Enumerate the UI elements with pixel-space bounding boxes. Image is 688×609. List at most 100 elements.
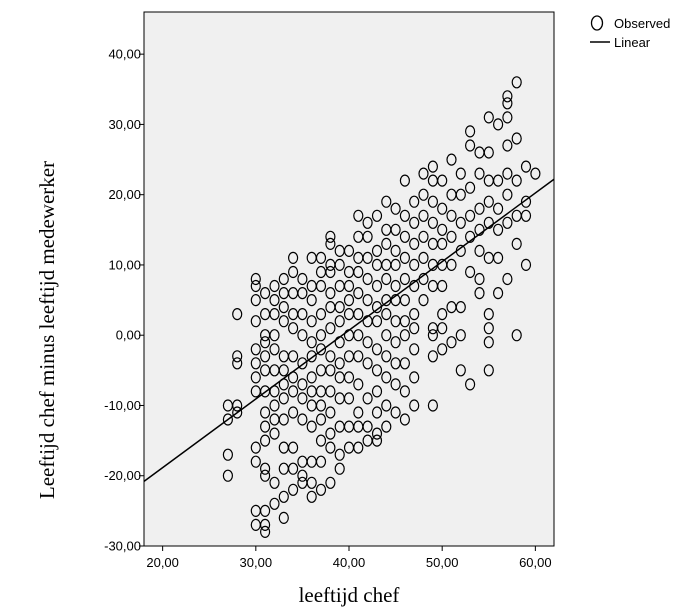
data-point [437,308,448,321]
x-tick-label: 50,00 [426,555,459,570]
data-point [362,251,373,264]
data-point [502,188,513,201]
data-point [390,336,401,349]
data-point [353,209,364,222]
data-point [325,265,336,279]
data-point [418,188,429,201]
data-point [260,434,271,447]
data-point [362,336,373,349]
data-point [362,392,373,405]
data-point [278,301,289,314]
data-point [315,399,327,412]
data-point [418,294,429,307]
data-point [455,364,466,377]
data-point [278,315,289,328]
data-point [371,209,383,222]
data-point [353,350,364,363]
data-point [371,343,383,356]
data-point [315,413,327,426]
x-tick-label: 60,00 [519,555,552,570]
data-point [315,329,327,342]
data-point [343,244,355,257]
y-tick-label: 40,00 [108,47,141,62]
data-point [427,399,438,412]
data-point [325,385,336,398]
data-point [381,399,392,412]
data-point [371,434,383,447]
data-point [390,202,401,215]
data-point [334,258,345,271]
data-point [371,315,383,328]
data-point [483,364,494,377]
data-point [288,483,299,496]
data-point [334,448,345,461]
data-point [520,258,532,271]
data-point [297,469,308,482]
data-point [306,294,317,307]
data-point [446,258,457,271]
data-point [362,216,373,229]
data-point [437,223,448,236]
data-point [511,237,522,250]
data-point [409,399,420,412]
data-point [269,343,280,356]
data-point [260,420,271,433]
data-point [409,343,420,356]
data-point [297,357,308,370]
y-tick-label: -30,00 [104,539,141,554]
y-tick-label: -20,00 [104,468,141,483]
data-point [362,272,373,286]
data-point [260,336,271,349]
data-point [325,427,336,440]
data-point [390,406,401,419]
data-point [493,223,504,236]
data-point [288,322,299,335]
data-point [455,167,466,180]
data-point [250,272,261,286]
data-point [427,329,438,342]
data-point [446,230,457,243]
data-point [269,497,280,510]
data-point [343,294,355,307]
y-tick-label: 30,00 [108,117,141,132]
data-point [297,413,308,426]
data-point [418,251,429,264]
data-point [399,251,410,264]
data-point [502,272,513,286]
data-point [511,329,522,342]
data-point [250,441,261,454]
data-point [409,195,420,208]
data-point [520,209,532,222]
data-point [409,258,420,271]
data-point [269,476,280,489]
data-point [502,216,513,229]
data-point [399,413,410,426]
data-point [390,244,401,257]
data-point [483,322,494,335]
data-point [409,371,420,384]
x-tick-label: 40,00 [333,555,366,570]
data-point [493,251,504,264]
data-point [455,216,466,229]
data-point [315,343,327,356]
data-point [278,413,289,426]
data-point [502,139,513,152]
data-point [511,132,522,145]
fit-line-layer [143,178,555,482]
data-point [362,420,373,433]
data-point [343,279,355,293]
data-point [427,350,438,363]
data-point [334,462,345,475]
data-point [288,385,299,398]
data-point [381,195,392,208]
data-point [381,420,392,433]
data-point [297,392,308,405]
data-point [260,504,271,517]
data-point [483,336,494,349]
data-point [343,371,355,384]
data-point [306,490,317,503]
data-point [502,111,513,124]
plot-area [143,11,555,547]
data-point [260,287,271,300]
data-point [474,167,485,180]
